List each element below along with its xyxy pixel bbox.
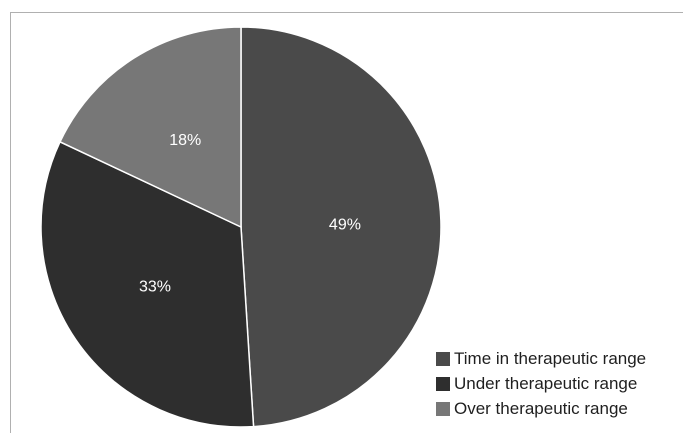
pie-slices: [40, 26, 442, 428]
legend: Time in therapeutic range Under therapeu…: [436, 346, 646, 421]
slice-label-over-range: 18%: [169, 132, 201, 149]
pie-slice-over-range: [59, 26, 242, 229]
legend-swatch-under-range: [436, 376, 450, 391]
chart-frame: [10, 12, 683, 433]
pie-labels: 49% 33% 18%: [139, 132, 361, 295]
pie-slice-under-range: [40, 140, 255, 428]
legend-item-under-range: Under therapeutic range: [436, 371, 646, 396]
legend-label-over-range: Over therapeutic range: [454, 398, 628, 418]
pie-slice-time-in-range: [240, 26, 442, 428]
slice-label-under-range: 33%: [139, 278, 171, 295]
legend-label-time-in-range: Time in therapeutic range: [454, 348, 647, 368]
legend-swatch-time-in-range: [436, 351, 450, 366]
legend-item-time-in-range: Time in therapeutic range: [436, 346, 646, 371]
slice-label-time-in-range: 49%: [329, 217, 361, 234]
legend-item-over-range: Over therapeutic range: [436, 396, 646, 421]
legend-label-under-range: Under therapeutic range: [454, 373, 638, 393]
legend-swatch-over-range: [436, 401, 450, 416]
